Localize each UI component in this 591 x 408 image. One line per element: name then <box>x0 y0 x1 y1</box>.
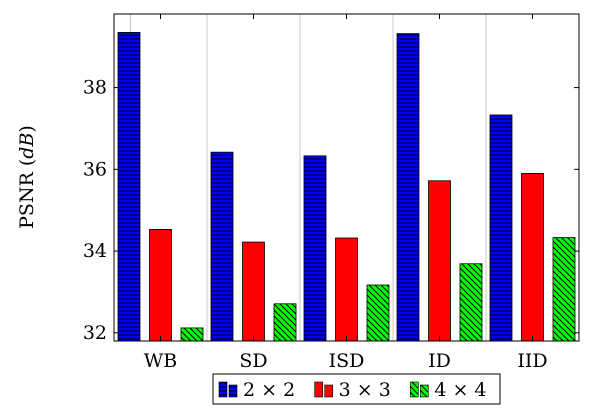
bar-iid-series-3 <box>552 237 576 342</box>
x-tick-label-id: ID <box>428 350 451 372</box>
legend-label-3: 4 × 4 <box>434 379 486 401</box>
x-tick-label-iid: IID <box>517 350 547 372</box>
legend-label-2: 3 × 3 <box>339 379 391 401</box>
legend-label-1: 2 × 2 <box>243 379 295 401</box>
axes: 32 34 36 38 WB SD ISD ID IID <box>83 13 580 372</box>
legend: 2 × 2 3 × 3 4 × 4 <box>212 373 501 405</box>
x-tick-label-sd: SD <box>239 350 267 372</box>
legend-swatch-b-2 <box>324 384 333 398</box>
bar-iid-series-2 <box>521 173 544 342</box>
y-tick-label-36: 36 <box>83 158 107 180</box>
bar-wb-series-3 <box>180 327 204 342</box>
legend-swatch-a-2 <box>314 381 323 398</box>
bar-isd-series-2 <box>335 237 358 342</box>
bar-id-series-1 <box>396 33 420 342</box>
bar-wb-series-2 <box>149 229 172 342</box>
legend-box <box>212 373 501 405</box>
bar-wb-series-1 <box>117 31 141 342</box>
bar-sd-series-2 <box>242 241 265 342</box>
y-tick-label-32: 32 <box>83 322 107 344</box>
x-tick-label-isd: ISD <box>329 350 365 372</box>
legend-swatch-b-1 <box>228 384 238 398</box>
bar-id-series-2 <box>428 180 451 342</box>
y-tick-label-38: 38 <box>83 77 107 99</box>
y-tick-label-34: 34 <box>83 240 107 262</box>
bar-isd-series-1 <box>303 155 327 342</box>
bars <box>117 31 576 342</box>
bar-id-series-3 <box>459 263 483 342</box>
legend-swatch-a-3 <box>410 381 419 398</box>
bar-iid-series-1 <box>489 114 513 342</box>
x-tick-label-wb: WB <box>144 350 178 372</box>
bar-sd-series-1 <box>210 151 234 342</box>
legend-swatch-a-1 <box>218 381 228 398</box>
bar-sd-series-3 <box>273 303 297 342</box>
y-axis-label: PSNR (dB) <box>16 125 38 229</box>
legend-swatch-b-3 <box>420 384 429 398</box>
bar-isd-series-3 <box>366 284 390 342</box>
